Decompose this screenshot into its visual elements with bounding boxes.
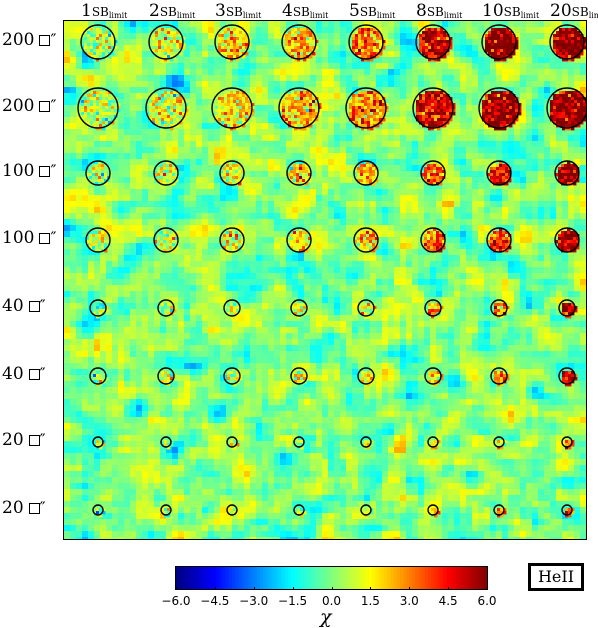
row-label-unit: ″ (40, 364, 46, 383)
column-label-subscript: limit (310, 11, 328, 20)
row-label: 200 ″ (2, 96, 56, 116)
column-label-unit: SB (360, 5, 377, 19)
column-label: 20SBlimit (550, 1, 598, 21)
row-label-unit: ″ (50, 161, 56, 180)
row-label-unit: ″ (40, 296, 46, 315)
colorbar-tick-mark (332, 587, 333, 590)
column-label-factor: 8 (416, 1, 427, 21)
column-label: 2SBlimit (149, 1, 195, 21)
column-label-factor: 1 (81, 1, 92, 21)
row-label: 40 ″ (2, 364, 46, 384)
column-label-factor: 3 (215, 1, 226, 21)
colorbar-label: χ (320, 606, 332, 628)
column-label-unit: SB (504, 5, 521, 19)
colorbar-tick-mark (487, 587, 488, 590)
column-label-factor: 4 (282, 1, 293, 21)
column-label-unit: SB (160, 5, 177, 19)
colorbar-tick-label: −3.0 (239, 594, 268, 608)
colorbar-segment (484, 567, 487, 589)
row-label-size: 100 (2, 161, 34, 181)
column-label-unit: SB (427, 5, 444, 19)
square-icon (29, 369, 40, 380)
row-label-size: 20 (2, 498, 24, 518)
row-label-size: 20 (2, 430, 24, 450)
chi-map-svg (64, 21, 586, 539)
colorbar-tick-label: 1.5 (361, 594, 380, 608)
row-label: 100 ″ (2, 161, 56, 181)
column-label-unit: SB (293, 5, 310, 19)
column-label: 1SBlimit (81, 1, 127, 21)
colorbar-tick-mark (448, 587, 449, 590)
colorbar-tick-mark (370, 587, 371, 590)
colorbar-tick-mark (254, 587, 255, 590)
square-icon (29, 301, 40, 312)
row-label: 200 ″ (2, 30, 56, 50)
column-label-factor: 2 (149, 1, 160, 21)
column-label-factor: 10 (482, 1, 504, 21)
column-label-subscript: limit (377, 11, 395, 20)
column-label-subscript: limit (589, 11, 598, 20)
column-label: 8SBlimit (416, 1, 462, 21)
column-label: 3SBlimit (215, 1, 261, 21)
colorbar-tick-label: 6.0 (477, 594, 496, 608)
row-label-unit: ″ (50, 30, 56, 49)
row-label-size: 40 (2, 296, 24, 316)
colorbar-tick-label: 4.5 (439, 594, 458, 608)
column-label-subscript: limit (444, 11, 462, 20)
column-label-unit: SB (226, 5, 243, 19)
column-label-subscript: limit (109, 11, 127, 20)
colorbar-tick-label: 3.0 (400, 594, 419, 608)
row-label-unit: ″ (40, 498, 46, 517)
colorbar-tick-mark (215, 587, 216, 590)
chi-map-panel (63, 20, 587, 540)
column-label: 4SBlimit (282, 1, 328, 21)
square-icon (39, 233, 50, 244)
column-label-subscript: limit (243, 11, 261, 20)
row-label: 20 ″ (2, 498, 46, 518)
column-label-unit: SB (572, 5, 589, 19)
column-label: 10SBlimit (482, 1, 539, 21)
colorbar-tick-label: −1.5 (278, 594, 307, 608)
column-label-unit: SB (92, 5, 109, 19)
colorbar-tick-label: −6.0 (161, 594, 190, 608)
column-label-factor: 5 (349, 1, 360, 21)
row-label-size: 100 (2, 228, 34, 248)
row-label-size: 200 (2, 30, 34, 50)
colorbar-tick-mark (293, 587, 294, 590)
row-label-unit: ″ (50, 96, 56, 115)
column-label: 5SBlimit (349, 1, 395, 21)
row-label-size: 40 (2, 364, 24, 384)
square-icon (29, 435, 40, 446)
row-label-size: 200 (2, 96, 34, 116)
row-label: 40 ″ (2, 296, 46, 316)
square-icon (39, 101, 50, 112)
row-label: 100 ″ (2, 228, 56, 248)
colorbar-tick-mark (409, 587, 410, 590)
square-icon (29, 503, 40, 514)
colorbar-tick-label: −4.5 (200, 594, 229, 608)
column-label-factor: 20 (550, 1, 572, 21)
colorbar-gradient (176, 567, 487, 589)
emission-line-label: HeII (528, 563, 584, 591)
row-label: 20 ″ (2, 430, 46, 450)
row-label-unit: ″ (50, 228, 56, 247)
row-label-unit: ″ (40, 430, 46, 449)
square-icon (39, 35, 50, 46)
square-icon (39, 166, 50, 177)
colorbar-tick-mark (176, 587, 177, 590)
column-label-subscript: limit (521, 11, 539, 20)
column-label-subscript: limit (177, 11, 195, 20)
